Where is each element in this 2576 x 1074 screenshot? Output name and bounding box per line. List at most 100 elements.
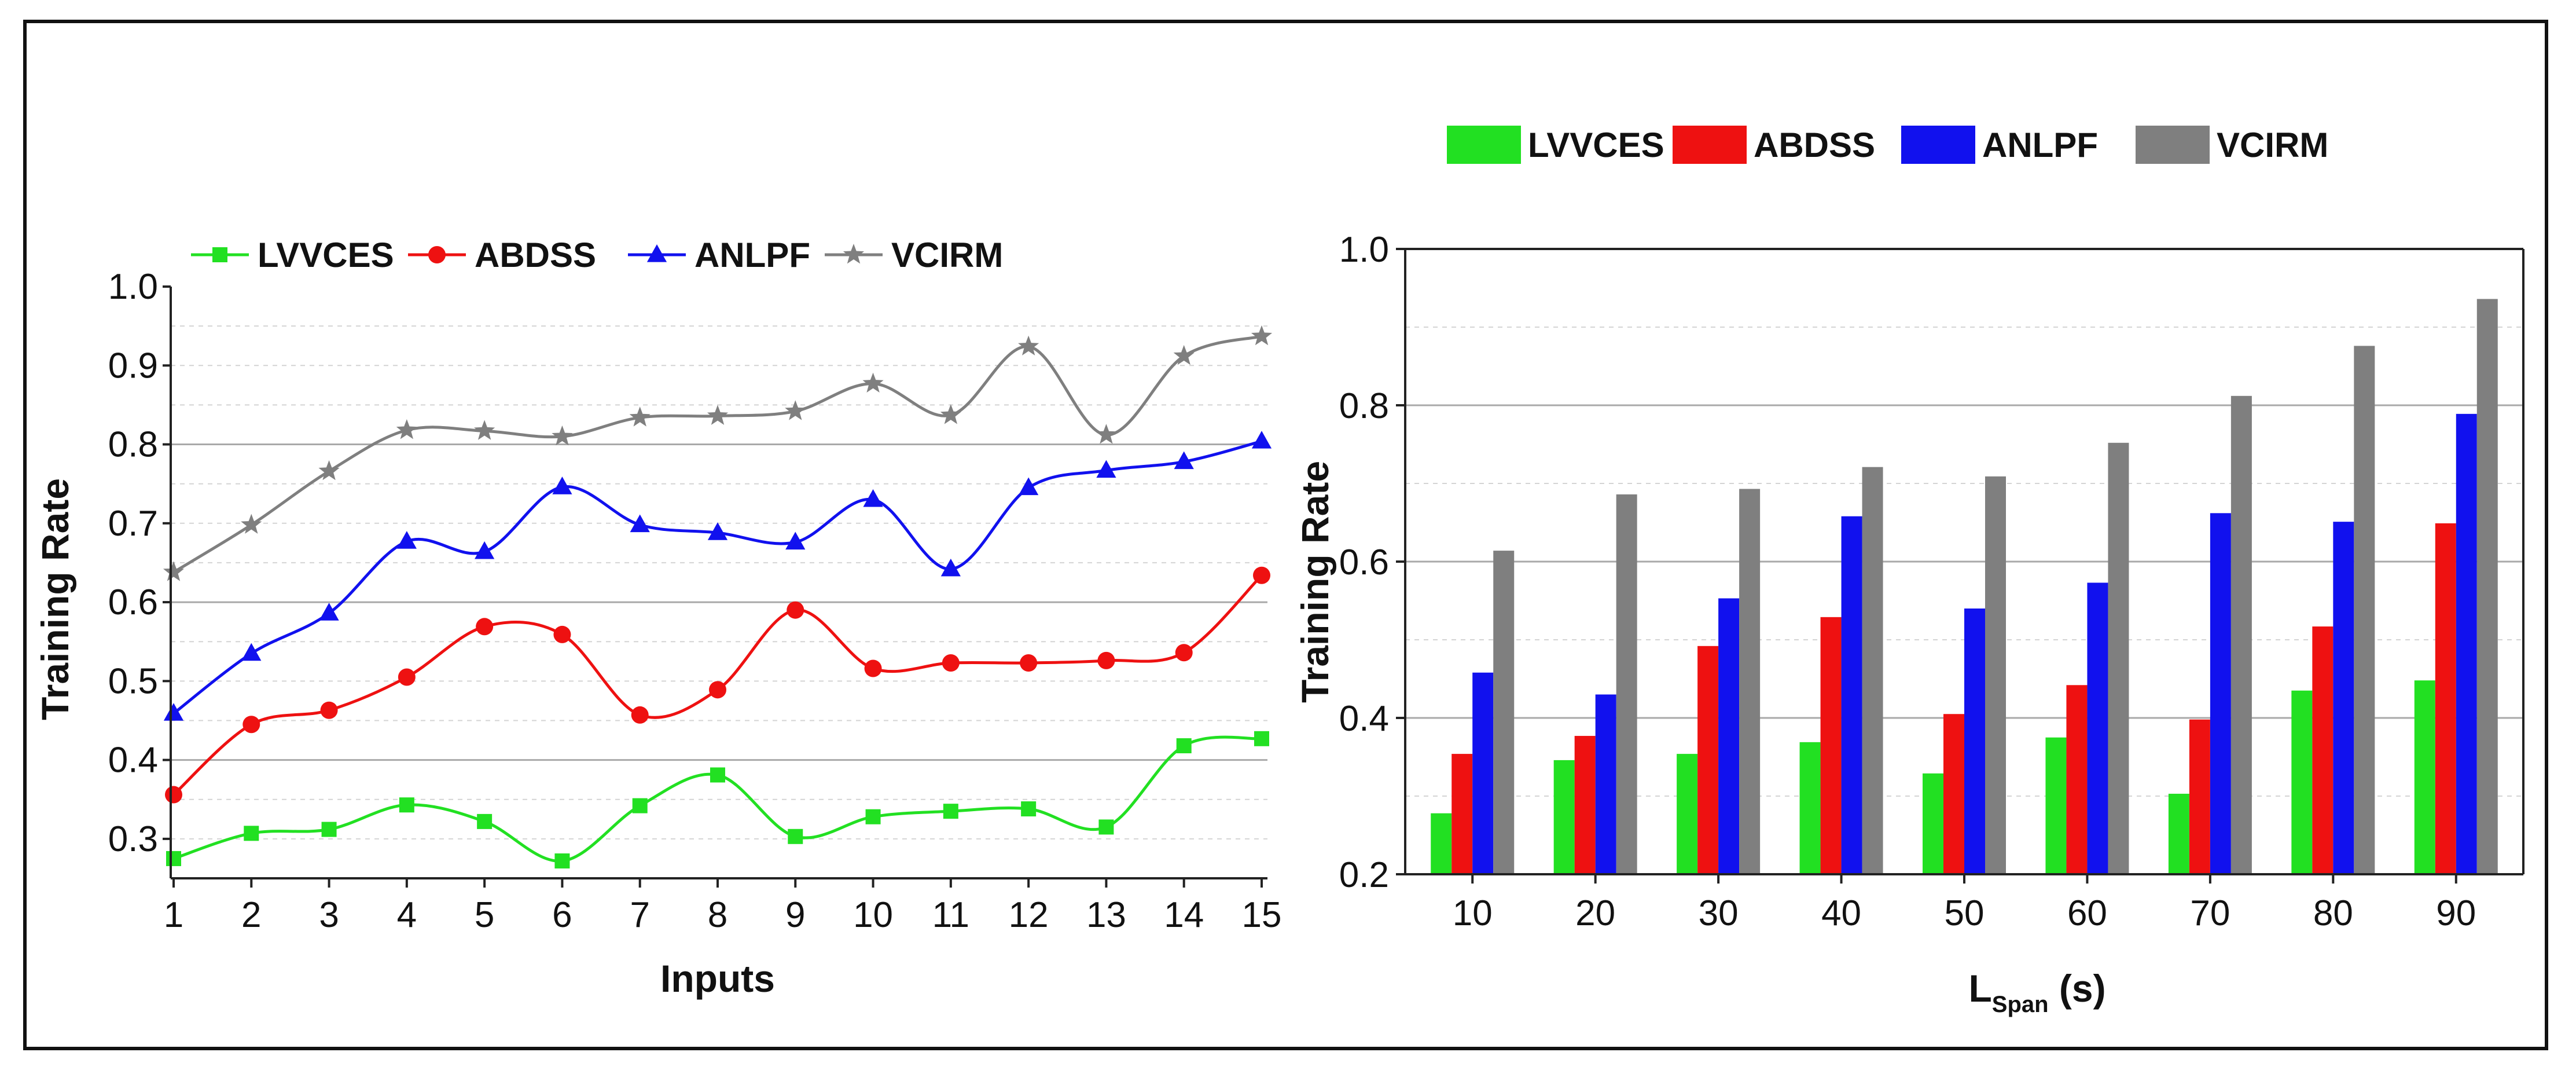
line-chart-x-tick-label: 8 <box>708 895 727 935</box>
line-chart-y-axis-title: Training Rate <box>34 478 76 720</box>
line-point-abdss <box>1253 566 1270 584</box>
bar-abdss-80 <box>2312 626 2334 874</box>
bar-abdss-90 <box>2435 523 2456 874</box>
line-point-vcirm <box>707 405 729 425</box>
bar-abdss-70 <box>2189 719 2210 874</box>
line-point-anlpf <box>396 531 417 549</box>
line-chart-x-tick-label: 7 <box>630 895 649 935</box>
bar-legend-label-lvvces: LVVCES <box>1528 126 1664 164</box>
bar-chart-x-tick-label: 90 <box>2436 893 2476 933</box>
bar-anlpf-50 <box>1964 609 1985 874</box>
bar-chart-x-tick-label: 40 <box>1821 893 1861 933</box>
line-point-abdss <box>1020 654 1038 672</box>
line-point-anlpf <box>241 643 262 661</box>
line-point-vcirm <box>1096 424 1117 444</box>
line-point-vcirm <box>1173 344 1195 365</box>
line-point-anlpf <box>863 489 883 507</box>
line-point-vcirm <box>629 406 651 427</box>
line-point-abdss <box>242 716 260 734</box>
line-chart-x-tick-label: 5 <box>475 895 494 935</box>
line-legend-marker-anlpf <box>646 244 667 262</box>
line-point-anlpf <box>319 603 339 621</box>
bar-lvvces-70 <box>2168 793 2189 874</box>
bar-lvvces-60 <box>2045 737 2067 874</box>
line-series-anlpf <box>172 439 1262 715</box>
bar-lvvces-50 <box>1923 773 1943 874</box>
bar-vcirm-90 <box>2476 299 2498 874</box>
line-point-lvvces <box>321 822 337 837</box>
line-point-lvvces <box>1254 731 1269 746</box>
line-point-lvvces <box>166 851 181 866</box>
bar-chart-axes <box>1396 248 2524 884</box>
line-point-anlpf <box>1019 477 1039 496</box>
line-point-lvvces <box>1098 819 1114 835</box>
bar-vcirm-80 <box>2354 346 2375 874</box>
bar-anlpf-30 <box>1718 598 1740 874</box>
line-point-vcirm <box>474 420 495 440</box>
line-point-abdss <box>553 625 571 643</box>
line-point-anlpf <box>1251 431 1272 449</box>
line-point-abdss <box>864 659 882 677</box>
bar-chart-x-axis-title-subscript: Span <box>1992 992 2049 1017</box>
bar-anlpf-40 <box>1841 516 1862 874</box>
bar-chart-x-axis-title: LSpan (s) <box>1968 967 2105 1017</box>
line-point-anlpf <box>1174 451 1194 470</box>
line-chart-axes <box>163 285 1267 888</box>
line-chart-y-tick-label: 0.3 <box>108 819 158 859</box>
line-legend-marker-vcirm <box>843 244 865 264</box>
line-chart-grid <box>171 325 1267 840</box>
line-point-anlpf <box>475 541 495 559</box>
bar-abdss-60 <box>2066 685 2088 874</box>
line-point-anlpf <box>707 522 728 540</box>
line-chart-x-tick-label: 1 <box>164 895 183 935</box>
line-point-lvvces <box>244 826 259 841</box>
bar-anlpf-10 <box>1472 672 1494 874</box>
bar-chart: 0.2 0.4 0.6 0.8 1.0 10 20 30 40 50 60 70 80 90 LVVCES… <box>1293 126 2524 1017</box>
line-chart-x-tick-label: 9 <box>785 895 805 935</box>
bar-vcirm-10 <box>1493 551 1515 874</box>
line-point-abdss <box>1175 644 1193 662</box>
line-point-abdss <box>398 668 416 686</box>
line-point-vcirm <box>552 425 573 446</box>
line-point-anlpf <box>163 703 184 721</box>
line-point-lvvces <box>554 853 570 869</box>
line-chart-y-tick-label: 0.5 <box>108 661 158 701</box>
bar-chart-x-tick-label: 60 <box>2067 893 2107 933</box>
bar-lvvces-30 <box>1677 754 1698 874</box>
line-point-abdss <box>1097 651 1115 669</box>
bar-chart-y-tick-label: 0.4 <box>1339 699 1389 739</box>
bar-abdss-30 <box>1697 646 1719 874</box>
line-point-vcirm <box>163 561 185 581</box>
line-legend-label-vcirm: VCIRM <box>891 236 1003 274</box>
line-point-abdss <box>787 601 804 619</box>
line-chart-x-tick-label: 12 <box>1009 895 1049 935</box>
bar-chart-bars <box>1431 299 2498 874</box>
bar-lvvces-90 <box>2414 680 2435 874</box>
bar-vcirm-50 <box>1985 476 2006 874</box>
line-chart-x-tick-label: 4 <box>397 895 417 935</box>
line-chart-y-tick-label: 0.7 <box>108 504 158 544</box>
line-chart-markers <box>163 325 1273 869</box>
line-point-lvvces <box>632 798 648 813</box>
line-point-vcirm <box>396 419 417 439</box>
bar-legend-swatch-anlpf <box>1901 126 1975 164</box>
bar-abdss-40 <box>1820 617 1842 874</box>
bar-anlpf-20 <box>1595 694 1616 874</box>
bar-anlpf-90 <box>2456 413 2477 874</box>
bar-chart-x-axis-title-suffix: (s) <box>2049 967 2106 1010</box>
line-chart-legend: LVVCES ABDSS ANLPF VCIRM <box>191 236 1003 274</box>
line-chart: 0.30.40.50.60.70.80.91.01 2 3 4 5 6 7 8 9 10 11 12 1… <box>34 236 1281 1000</box>
line-point-anlpf <box>552 476 572 494</box>
bar-lvvces-40 <box>1799 742 1821 874</box>
bar-chart-y-tick-label: 1.0 <box>1339 230 1389 270</box>
bar-vcirm-20 <box>1616 494 1637 874</box>
line-chart-x-axis-title: Inputs <box>660 957 775 1000</box>
line-point-vcirm <box>318 460 340 481</box>
line-point-vcirm <box>241 514 262 534</box>
bar-chart-x-axis-title-main: L <box>1968 967 1991 1010</box>
line-legend-marker-abdss <box>428 246 446 263</box>
bar-chart-y-tick-label: 0.2 <box>1339 855 1389 895</box>
bar-vcirm-40 <box>1862 467 1883 874</box>
bar-chart-x-tick-label: 70 <box>2190 893 2230 933</box>
line-chart-y-tick-label: 0.8 <box>108 425 158 465</box>
